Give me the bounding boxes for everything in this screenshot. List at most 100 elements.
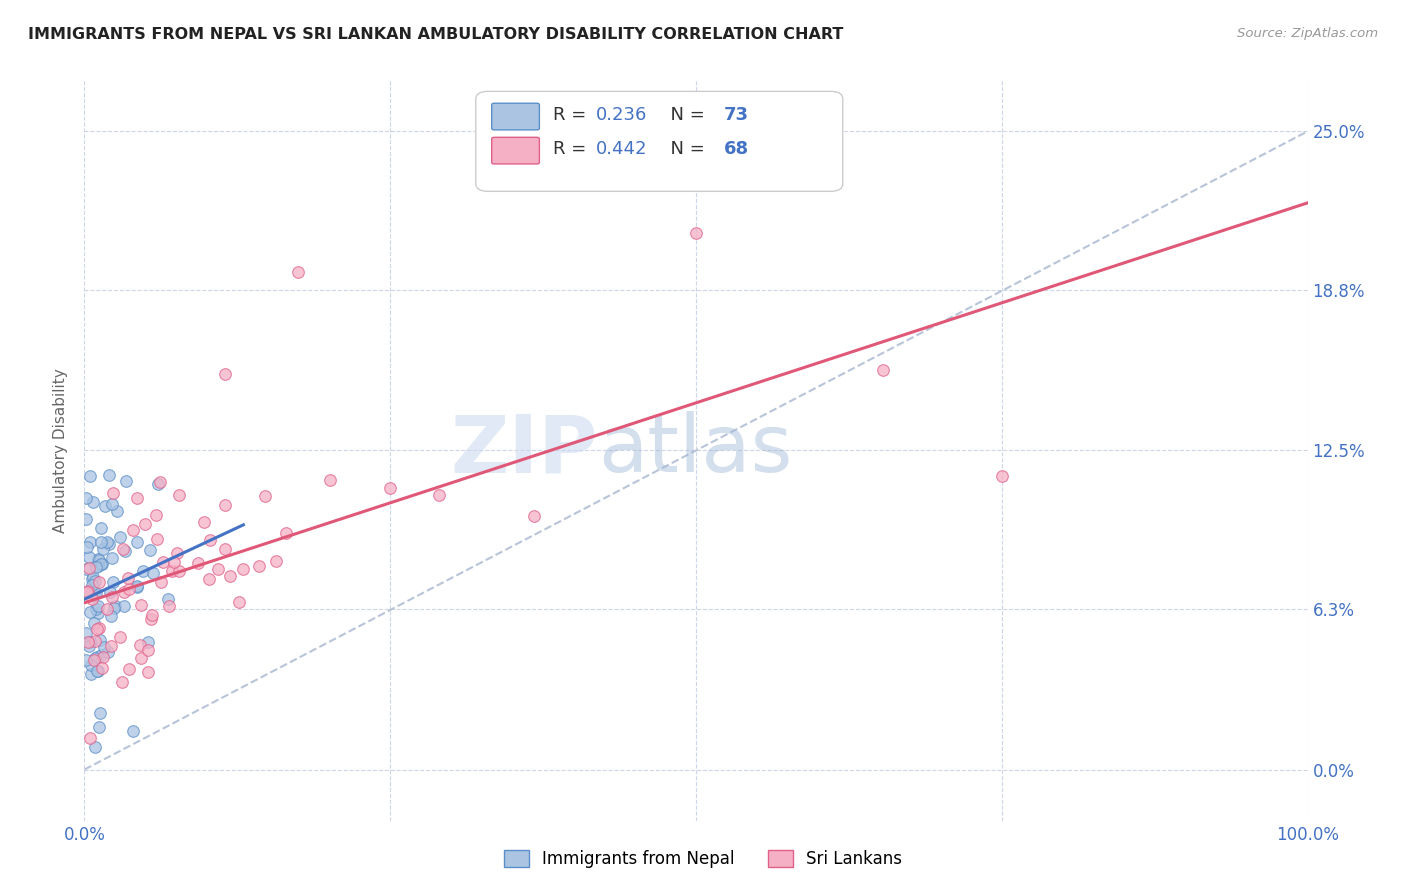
Text: N =: N = [659, 106, 711, 124]
Point [84, 560, 107, 574]
Point [96, 535, 118, 549]
Point [111, 542, 134, 557]
Point [103, 600, 125, 615]
Point [98, 537, 121, 551]
Point [86, 650, 108, 665]
Point [89, 632, 111, 647]
Point [75, 491, 97, 505]
Point [125, 578, 148, 592]
Point [90, 648, 112, 662]
Point [287, 265, 309, 279]
Point [118, 582, 141, 596]
Point [111, 675, 134, 690]
Point [117, 571, 139, 585]
Point [228, 595, 250, 609]
Text: R =: R = [553, 140, 592, 158]
Point [132, 564, 155, 578]
Point [219, 569, 242, 583]
Point [90, 557, 112, 571]
Point [103, 486, 125, 500]
Text: N =: N = [659, 140, 711, 158]
Point [75, 653, 97, 667]
Point [114, 544, 136, 558]
Point [186, 556, 208, 570]
Text: Source: ZipAtlas.com: Source: ZipAtlas.com [1237, 27, 1378, 40]
Point [104, 599, 127, 613]
Point [79, 469, 101, 483]
Point [146, 477, 169, 491]
Point [79, 731, 101, 745]
Point [86, 552, 108, 566]
Text: 73: 73 [724, 106, 749, 124]
Point [108, 530, 131, 544]
Point [80, 592, 103, 607]
Point [319, 473, 342, 487]
Point [80, 666, 103, 681]
Point [685, 227, 707, 241]
Point [131, 651, 153, 665]
Point [134, 516, 156, 531]
Point [79, 605, 101, 619]
Point [127, 491, 149, 505]
Point [122, 523, 145, 537]
Point [253, 489, 276, 503]
Point [97, 468, 120, 483]
Point [87, 575, 110, 590]
Y-axis label: Ambulatory Disability: Ambulatory Disability [53, 368, 69, 533]
Point [872, 363, 894, 377]
Text: IMMIGRANTS FROM NEPAL VS SRI LANKAN AMBULATORY DISABILITY CORRELATION CHART: IMMIGRANTS FROM NEPAL VS SRI LANKAN AMBU… [28, 27, 844, 42]
Point [149, 575, 172, 590]
Point [152, 555, 174, 569]
Point [83, 586, 105, 600]
Point [118, 661, 141, 675]
Point [89, 553, 111, 567]
Point [75, 511, 97, 525]
Point [166, 546, 188, 560]
Point [145, 533, 167, 547]
Point [91, 649, 114, 664]
Point [90, 557, 112, 571]
Point [76, 584, 98, 599]
Point [86, 606, 108, 620]
Point [86, 664, 108, 678]
Point [83, 653, 105, 667]
Point [991, 469, 1014, 483]
Point [83, 633, 105, 648]
Point [136, 665, 159, 680]
Point [214, 498, 236, 512]
Point [100, 497, 122, 511]
Point [160, 564, 183, 578]
Point [167, 564, 190, 578]
Point [79, 549, 101, 564]
Point [83, 651, 105, 665]
FancyBboxPatch shape [475, 91, 842, 191]
Point [75, 562, 97, 576]
Point [100, 591, 122, 605]
Point [274, 525, 297, 540]
FancyBboxPatch shape [492, 103, 540, 130]
Point [523, 508, 546, 523]
Point [87, 664, 110, 678]
Point [93, 500, 115, 514]
Point [163, 555, 186, 569]
Point [108, 630, 131, 644]
Point [127, 534, 149, 549]
Point [82, 570, 104, 584]
FancyBboxPatch shape [492, 137, 540, 164]
Text: 0.236: 0.236 [596, 106, 647, 124]
Point [214, 367, 236, 381]
Point [75, 626, 97, 640]
Point [89, 706, 111, 721]
Point [101, 551, 124, 566]
Point [86, 622, 108, 636]
Point [101, 574, 124, 589]
Point [247, 559, 270, 574]
Point [87, 599, 110, 613]
Text: R =: R = [553, 106, 592, 124]
Point [97, 645, 120, 659]
Point [90, 535, 112, 549]
Point [90, 661, 112, 675]
Point [77, 561, 100, 575]
Point [79, 635, 101, 649]
Point [193, 516, 215, 530]
